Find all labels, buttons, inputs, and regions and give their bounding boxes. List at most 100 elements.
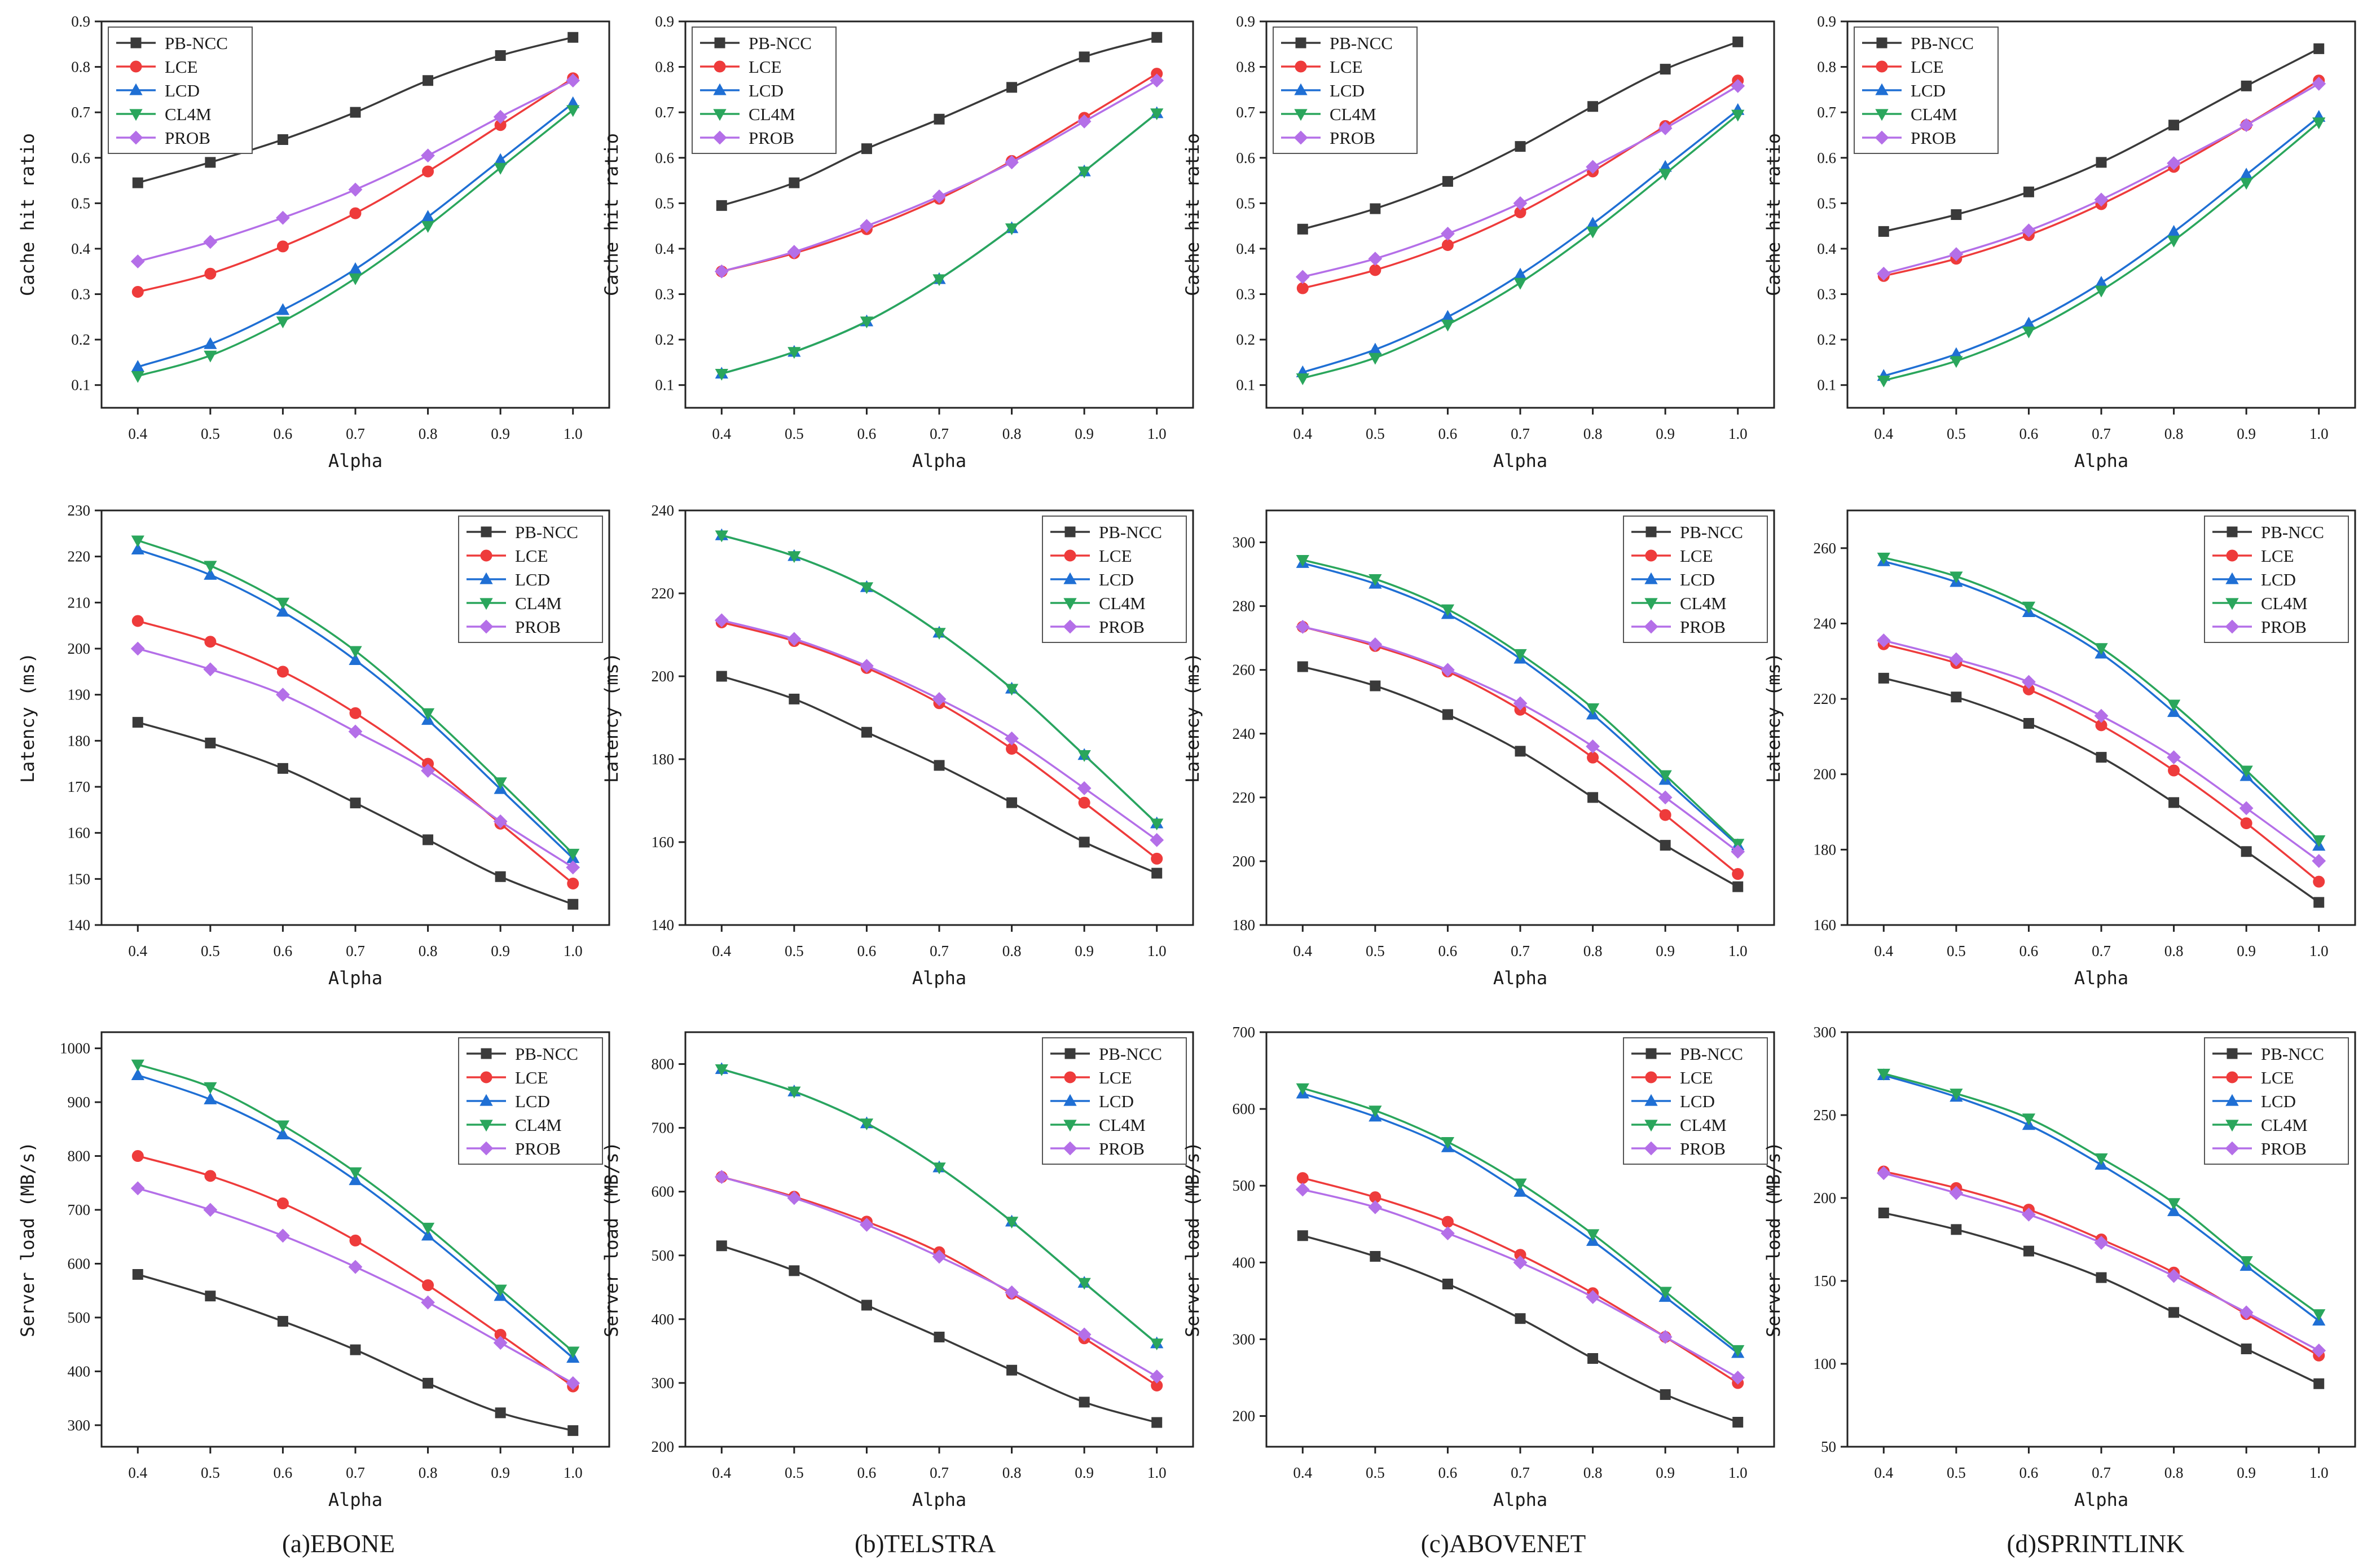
data-point-pb-ncc: [132, 177, 143, 188]
legend-label: CL4M: [1680, 593, 1727, 613]
x-tick-label: 0.4: [1874, 942, 1893, 959]
data-point-prob: [1513, 696, 1528, 711]
series-line-prob: [1883, 1172, 2320, 1352]
data-point-lce: [1078, 796, 1090, 809]
y-tick-label: 0.4: [1817, 240, 1836, 257]
x-tick-label: 1.0: [2309, 425, 2329, 442]
data-point-cl4m: [1513, 1178, 1527, 1191]
data-point-prob: [1658, 790, 1673, 805]
data-point-pb-ncc: [934, 760, 945, 771]
x-tick-label: 0.5: [201, 942, 220, 959]
legend: PB-NCC LCE LCD CL4M PROB: [2204, 1037, 2349, 1165]
y-tick-label: 0.4: [655, 240, 674, 257]
data-point-prob: [1586, 1290, 1600, 1304]
data-point-prob: [130, 641, 145, 656]
y-tick-label: 0.7: [655, 104, 674, 121]
data-point-cl4m: [1296, 1083, 1309, 1095]
data-point-cl4m: [2022, 1113, 2036, 1126]
legend-label: CL4M: [165, 104, 212, 124]
legend-label: PB-NCC: [165, 33, 228, 53]
x-axis-label: Alpha: [328, 1489, 382, 1510]
legend-label: PB-NCC: [1680, 1044, 1743, 1064]
data-point-pb-ncc: [1151, 32, 1163, 43]
legend-marker: [1063, 1094, 1077, 1106]
data-point-prob: [932, 692, 947, 706]
data-point-cl4m: [1658, 169, 1672, 181]
data-point-prob: [1949, 1186, 1964, 1200]
data-point-cl4m: [1877, 552, 1890, 565]
data-point-cl4m: [204, 561, 217, 573]
y-axis-label: Latency (ms): [17, 653, 38, 783]
y-tick-label: 700: [68, 1201, 91, 1218]
legend-marker: [1064, 526, 1076, 538]
data-point-lcd: [131, 1068, 144, 1080]
data-point-cl4m: [1586, 226, 1600, 239]
y-tick-label: 0.2: [71, 331, 90, 348]
data-point-pb-ncc: [567, 898, 579, 910]
data-point-prob: [1731, 844, 1745, 859]
data-point-lce: [276, 1197, 289, 1210]
data-point-cl4m: [2167, 699, 2181, 712]
data-point-prob: [130, 1181, 145, 1196]
y-tick-label: 140: [652, 917, 675, 933]
y-tick-label: 200: [68, 640, 91, 657]
data-point-prob: [714, 264, 729, 279]
data-point-pb-ncc: [861, 1300, 872, 1311]
legend-label: PROB: [1099, 1139, 1145, 1159]
legend-marker: [1063, 1120, 1077, 1132]
y-tick-label: 280: [1233, 598, 1256, 615]
data-point-cl4m: [932, 274, 946, 287]
legend-marker: [479, 1141, 494, 1156]
legend-label: PROB: [749, 128, 794, 148]
legend-label: PB-NCC: [1330, 33, 1393, 53]
legend-marker: [130, 60, 142, 73]
legend-marker: [1875, 109, 1889, 121]
data-point-pb-ncc: [2023, 718, 2034, 729]
legend-marker: [714, 60, 726, 73]
x-tick-label: 0.8: [2164, 1464, 2184, 1481]
data-point-pb-ncc: [423, 1377, 434, 1389]
data-point-cl4m: [1005, 684, 1019, 696]
legend-label: CL4M: [1680, 1115, 1727, 1135]
data-point-cl4m: [715, 1064, 728, 1076]
y-tick-label: 0.5: [71, 195, 90, 212]
data-point-pb-ncc: [1732, 881, 1744, 892]
y-tick-label: 180: [68, 732, 91, 749]
data-point-pb-ncc: [1660, 64, 1671, 75]
data-point-cl4m: [494, 162, 507, 175]
x-tick-label: 0.8: [1002, 425, 1022, 442]
legend-label: CL4M: [1099, 593, 1146, 613]
data-point-cl4m: [1150, 818, 1164, 831]
legend-label: LCE: [1680, 1068, 1713, 1087]
legend-label: LCE: [1330, 57, 1363, 77]
y-tick-label: 0.4: [71, 240, 90, 257]
data-point-pb-ncc: [2241, 1344, 2252, 1355]
data-point-pb-ncc: [277, 763, 288, 774]
legend-label: LCD: [2261, 570, 2296, 589]
legend-label: LCD: [515, 570, 550, 589]
x-tick-label: 1.0: [1728, 425, 1748, 442]
data-point-cl4m: [2095, 643, 2108, 655]
data-point-cl4m: [2239, 765, 2253, 778]
x-tick-label: 0.5: [1947, 1464, 1966, 1481]
data-point-pb-ncc: [277, 1316, 288, 1327]
x-tick-label: 1.0: [564, 942, 583, 959]
legend-label: LCE: [515, 1068, 548, 1087]
chart-panel-4: 0.4 0.5 0.6 0.7 0.8 0.9 1.0 0.1 0.2 0.3 0.4 0.5 0.6 0…: [1763, 13, 2356, 472]
data-point-prob: [714, 1170, 729, 1184]
data-point-cl4m: [1369, 353, 1382, 365]
data-point-pb-ncc: [2096, 157, 2107, 168]
data-point-prob: [1658, 1329, 1673, 1344]
data-point-prob: [2094, 708, 2109, 723]
x-tick-label: 0.8: [1583, 425, 1603, 442]
data-point-pb-ncc: [1006, 82, 1018, 93]
x-tick-label: 1.0: [564, 425, 583, 442]
data-point-cl4m: [860, 582, 874, 594]
data-point-lce: [1587, 751, 1599, 764]
data-point-lce: [1441, 239, 1454, 251]
data-point-lce: [1369, 264, 1381, 276]
data-point-pb-ncc: [861, 726, 872, 738]
legend-label: LCE: [1680, 546, 1713, 566]
data-point-prob: [1368, 252, 1383, 266]
data-point-pb-ncc: [350, 1344, 361, 1355]
